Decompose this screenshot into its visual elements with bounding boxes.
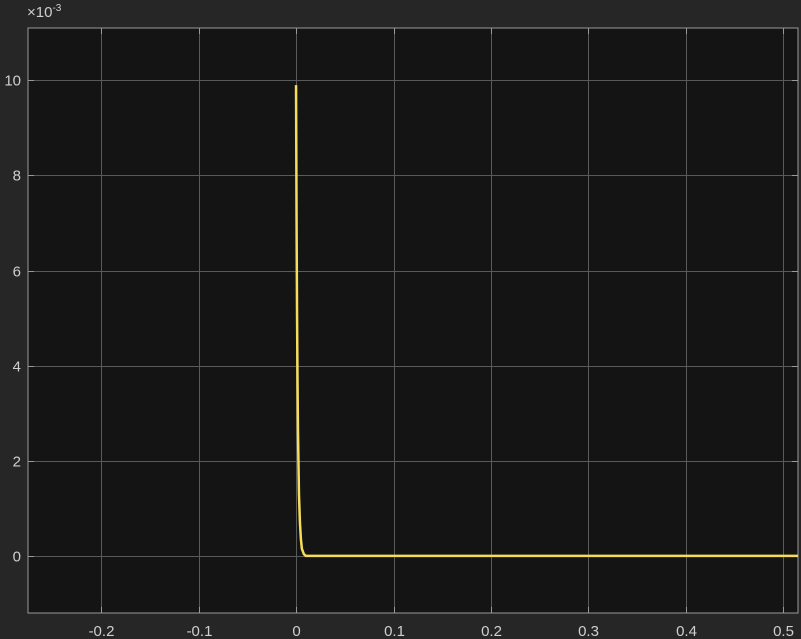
y-exponent-base: ×10 — [27, 4, 52, 21]
y-exponent-power: -3 — [52, 3, 61, 14]
axes-background — [28, 28, 798, 613]
x-tick-label: 0 — [292, 623, 300, 639]
x-tick-label: -0.2 — [89, 623, 115, 639]
y-tick-label: 2 — [13, 454, 21, 471]
grid-lines — [28, 28, 798, 613]
x-tick-label: 0.5 — [773, 623, 794, 639]
y-tick-label: 4 — [13, 359, 21, 376]
y-tick-label: 6 — [13, 264, 21, 281]
y-tick-labels: 0 2 4 6 8 10 — [4, 73, 21, 566]
x-tick-label: 0.4 — [676, 623, 697, 639]
y-tick-label: 0 — [13, 549, 21, 566]
x-tick-labels: -0.2 -0.1 0 0.1 0.2 0.3 0.4 0.5 — [89, 623, 794, 639]
y-tick-label: 8 — [13, 168, 21, 185]
x-tick-label: 0.3 — [578, 623, 599, 639]
x-tick-label: -0.1 — [187, 623, 213, 639]
x-tick-label: 0.2 — [481, 623, 502, 639]
tick-marks — [28, 28, 798, 613]
series-line — [294, 85, 798, 558]
y-exponent-label: ×10-3 — [27, 3, 62, 21]
y-tick-label: 10 — [4, 73, 21, 90]
axes-box — [27, 27, 799, 614]
x-tick-label: 0.1 — [384, 623, 405, 639]
